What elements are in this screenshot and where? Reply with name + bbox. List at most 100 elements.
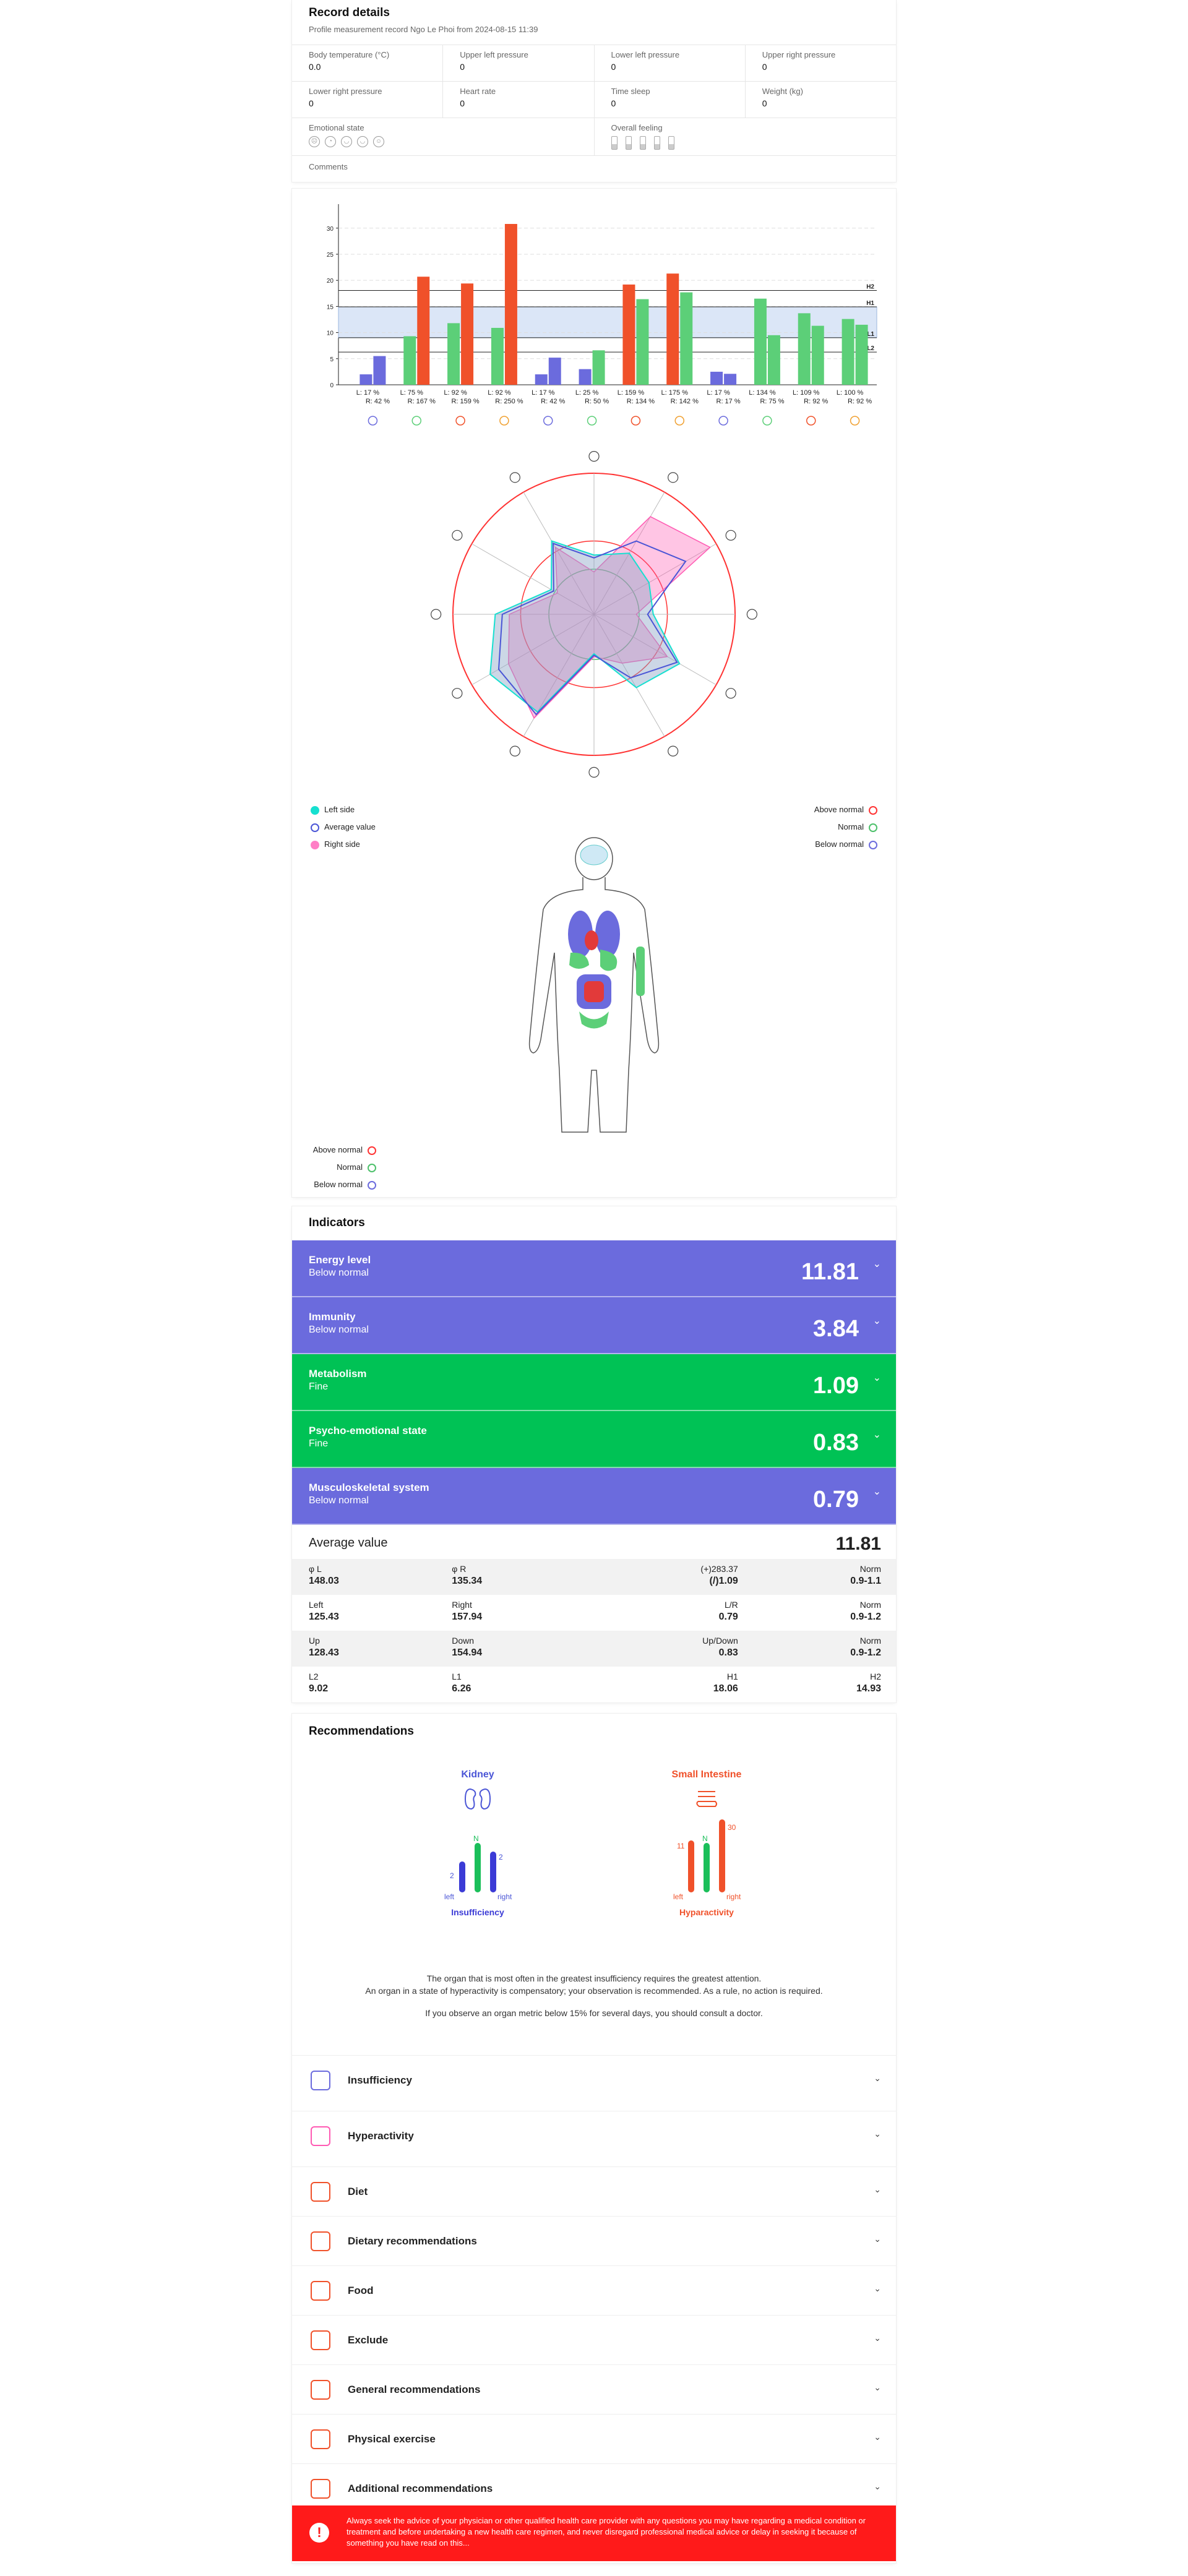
radar-axis — [471, 614, 595, 685]
average-value-row: Average value 11.81 — [309, 1534, 881, 1554]
stats-row: φ L 148.03 φ R 135.34 (+)283.37 (/)1.09 Norm 0.… — [292, 1559, 896, 1595]
x-tick-label: R: 159 % — [451, 398, 479, 405]
organ-icon — [806, 416, 816, 426]
x-tick-label: R: 42 % — [366, 398, 390, 405]
organ-icon — [588, 766, 600, 778]
stat-cell: Up 128.43 — [309, 1636, 339, 1658]
stat-cell: Left 125.43 — [309, 1600, 339, 1622]
y-tick-label: 25 — [327, 252, 334, 259]
organ-icon — [668, 745, 679, 757]
indicator-name: Psycho-emotional state — [309, 1425, 427, 1436]
stat-cell: Norm 0.9-1.1 — [850, 1564, 881, 1586]
stats-row: Up 128.43 Down 154.94 Up/Down 0.83 Norm 0.9-1.2 — [292, 1631, 896, 1667]
x-tick-label: L: 92 % — [488, 389, 511, 397]
indicator-row[interactable]: Immunity Below normal 3.84 ⌄ — [292, 1297, 896, 1354]
indicator-row[interactable]: Metabolism Fine 1.09 ⌄ — [292, 1354, 896, 1411]
accordion-general-recommendations[interactable]: General recommendations ⌄ — [292, 2364, 896, 2415]
chevron-down-icon[interactable]: ⌄ — [874, 2073, 881, 2083]
accordion-dietary-recommendations[interactable]: Dietary recommendations ⌄ — [292, 2216, 896, 2266]
accordion-exclude[interactable]: Exclude ⌄ — [292, 2315, 896, 2365]
radar-axis — [471, 543, 595, 615]
accordion-insufficiency[interactable]: Insufficiency ⌄ — [292, 2055, 896, 2105]
dietary-recommendations-icon — [311, 2231, 330, 2251]
organ-icon — [762, 416, 772, 426]
accordion-hyperactivity[interactable]: Hyperactivity ⌄ — [292, 2111, 896, 2161]
chevron-down-icon[interactable]: ⌄ — [874, 2234, 881, 2244]
radar-legend-left: Left side Average value Right side — [311, 801, 376, 853]
battery-icon[interactable] — [625, 136, 632, 150]
chevron-down-icon[interactable]: ⌄ — [872, 1259, 881, 1269]
x-tick-label: R: 142 % — [671, 398, 699, 405]
battery-icons[interactable] — [611, 136, 897, 150]
emotion-icons[interactable]: ☹ ◔ ◡ ◡ ☺ — [309, 136, 594, 147]
x-tick-label: R: 50 % — [585, 398, 609, 405]
indicator-status: Below normal — [309, 1324, 369, 1335]
norm-bar — [475, 1843, 481, 1892]
organ-icon — [452, 688, 463, 699]
stat-cell: Up/Down 0.83 — [702, 1636, 738, 1658]
chevron-down-icon[interactable]: ⌄ — [874, 2432, 881, 2442]
happy-icon[interactable]: ◡ — [357, 136, 368, 147]
record-field: Upper right pressure 0 — [744, 45, 896, 81]
above-normal-swatch — [869, 805, 877, 815]
x-tick-label: R: 17 % — [717, 398, 741, 405]
diet-icon — [311, 2182, 330, 2202]
additional-recommendations-icon — [311, 2479, 330, 2499]
sad-icon[interactable]: ◔ — [325, 136, 336, 147]
left-bar — [798, 313, 811, 385]
chevron-down-icon[interactable]: ⌄ — [872, 1430, 881, 1440]
neutral-icon[interactable]: ◡ — [341, 136, 352, 147]
indicator-row[interactable]: Energy level Below normal 11.81 ⌄ — [292, 1240, 896, 1297]
overall-feeling: Overall feeling — [593, 118, 897, 155]
left-bar — [842, 319, 854, 385]
stat-cell: Down 154.94 — [452, 1636, 483, 1658]
recommendations-card: Recommendations Kidney 2 N 2 left right … — [292, 1714, 896, 2563]
accordion-food[interactable]: Food ⌄ — [292, 2265, 896, 2316]
right-bar — [490, 1852, 496, 1892]
emotional-state: Emotional state ☹ ◔ ◡ ◡ ☺ — [292, 118, 594, 155]
left-bar — [622, 284, 635, 385]
battery-icon[interactable] — [653, 136, 660, 150]
chevron-down-icon[interactable]: ⌄ — [874, 2481, 881, 2491]
indicator-row[interactable]: Musculoskeletal system Below normal 0.79 ⌄ — [292, 1468, 896, 1525]
y-tick-label: 20 — [327, 278, 334, 285]
battery-icon[interactable] — [668, 136, 674, 150]
accordion-diet[interactable]: Diet ⌄ — [292, 2166, 896, 2217]
chevron-down-icon[interactable]: ⌄ — [872, 1316, 881, 1326]
chevron-down-icon[interactable]: ⌄ — [874, 2129, 881, 2139]
y-tick-label: 15 — [327, 304, 334, 311]
battery-icon[interactable] — [639, 136, 646, 150]
y-tick-label: 10 — [327, 330, 334, 337]
organ-icon — [499, 416, 509, 426]
normal-swatch — [869, 823, 877, 832]
accordion-additional-recommendations[interactable]: Additional recommendations ⌄ — [292, 2463, 896, 2514]
right-side-polygon — [508, 516, 711, 719]
brain-icon — [580, 844, 608, 865]
very-sad-icon[interactable]: ☹ — [309, 136, 320, 147]
organ-icon — [746, 609, 757, 620]
chevron-down-icon[interactable]: ⌄ — [874, 2184, 881, 2194]
chevron-down-icon[interactable]: ⌄ — [872, 1487, 881, 1497]
stat-cell: Norm 0.9-1.2 — [850, 1636, 881, 1658]
right-bar — [373, 356, 386, 385]
indicator-value: 0.83 — [813, 1430, 859, 1456]
left-bar — [535, 374, 548, 385]
chevron-down-icon[interactable]: ⌄ — [874, 2333, 881, 2343]
indicator-row[interactable]: Psycho-emotional state Fine 0.83 ⌄ — [292, 1411, 896, 1468]
chevron-down-icon[interactable]: ⌄ — [872, 1373, 881, 1383]
organ-icon — [368, 416, 378, 426]
accordion-physical-exercise[interactable]: Physical exercise ⌄ — [292, 2414, 896, 2464]
x-tick-label: R: 75 % — [760, 398, 784, 405]
left-bar — [491, 327, 504, 385]
chevron-down-icon[interactable]: ⌄ — [874, 2283, 881, 2293]
chevron-down-icon[interactable]: ⌄ — [874, 2382, 881, 2392]
average-swatch — [311, 823, 319, 832]
indicator-value: 11.81 — [801, 1259, 859, 1285]
x-tick-label: L: 175 % — [661, 389, 689, 397]
left-side-polygon — [489, 540, 681, 713]
record-field: Heart rate 0 — [442, 82, 593, 118]
left-side-swatch — [311, 805, 319, 815]
very-happy-icon[interactable]: ☺ — [373, 136, 384, 147]
battery-icon[interactable] — [611, 136, 618, 150]
